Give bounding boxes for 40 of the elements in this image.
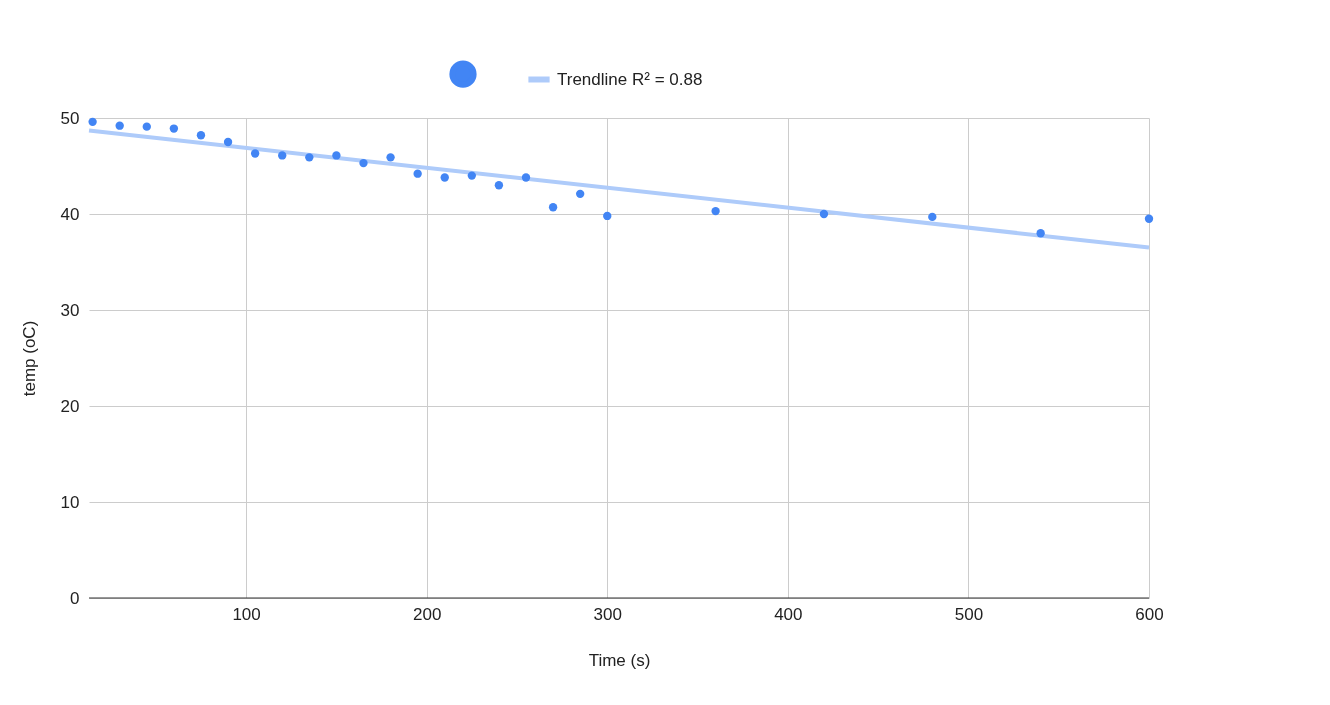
y-tick-label: 50 [60,108,80,128]
point [305,153,314,162]
point [711,206,720,216]
point [928,212,937,222]
x-tick-label: 100 [232,604,261,624]
point [440,173,449,182]
legend-label: Trendline R² = 0.88 [557,69,703,89]
x-tick-label: 200 [413,604,442,624]
point [196,131,206,140]
y-tick-label: 20 [60,396,80,416]
x-axis-title: Time (s) [588,650,651,670]
y-tick-label: 10 [60,492,80,512]
point [223,137,233,147]
point [1144,214,1154,223]
point [386,153,395,162]
y-axis-title: temp (oC) [19,320,39,397]
x-tick-label: 300 [593,604,622,624]
point [359,158,368,168]
x-tick-label: 500 [954,604,984,624]
point [467,171,477,180]
point [115,121,124,130]
point [494,181,504,190]
y-tick-label: 0 [70,588,80,608]
point [521,173,531,182]
point [1036,229,1045,238]
point [575,189,585,199]
point [332,151,341,160]
point [88,117,97,127]
point [169,124,179,133]
x-tick-label: 600 [1135,604,1164,624]
point [819,209,829,219]
y-tick-label: 30 [60,300,80,320]
point [142,122,151,131]
point [413,169,422,178]
x-tick-label: 400 [774,604,803,624]
point [278,151,287,160]
point [548,203,558,212]
point [603,211,612,221]
point [250,149,260,158]
y-tick-label: 40 [60,204,80,224]
